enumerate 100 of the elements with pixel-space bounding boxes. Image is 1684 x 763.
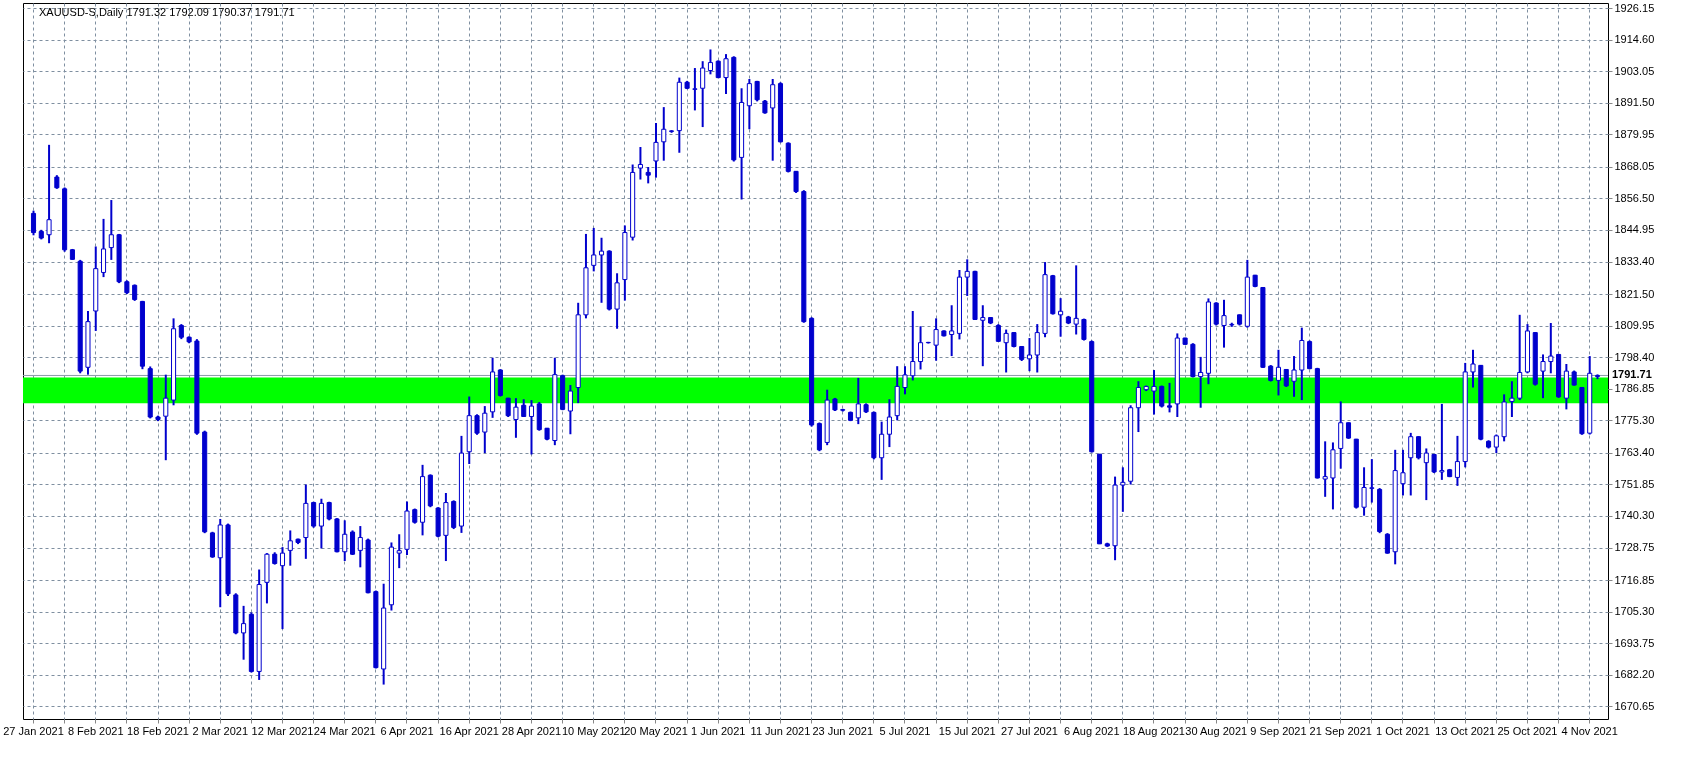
candlestick bbox=[1454, 434, 1460, 487]
candlestick bbox=[1058, 297, 1064, 338]
x-tick-label: 24 Mar 2021 bbox=[313, 724, 376, 737]
candlestick bbox=[1275, 348, 1282, 397]
candlestick bbox=[528, 399, 535, 456]
candlestick bbox=[1026, 337, 1033, 373]
y-tick-label: 1798.40 bbox=[1614, 350, 1655, 363]
x-tick-label: 2 Mar 2021 bbox=[192, 724, 249, 737]
x-tick-label: 9 Sep 2021 bbox=[1250, 724, 1307, 737]
y-tick-label: 1891.50 bbox=[1614, 96, 1655, 109]
candlestick bbox=[1400, 448, 1406, 497]
candlestick bbox=[661, 106, 667, 162]
candlestick bbox=[349, 529, 356, 557]
candlestick bbox=[241, 604, 247, 661]
candlestick bbox=[910, 309, 916, 382]
candlestick bbox=[108, 199, 114, 261]
y-tick-label: 1833.40 bbox=[1614, 255, 1655, 268]
x-tick-label: 27 Jan 2021 bbox=[3, 724, 64, 737]
candlestick bbox=[1135, 380, 1141, 434]
x-tick-label: 6 Apr 2021 bbox=[380, 724, 434, 737]
candlestick bbox=[1361, 466, 1367, 517]
candlestick bbox=[1034, 323, 1040, 374]
candlestick bbox=[1423, 447, 1429, 502]
candlestick bbox=[949, 304, 955, 358]
y-tick-label: 1728.75 bbox=[1614, 541, 1655, 554]
ref-line-label: 1791.71 bbox=[1612, 368, 1652, 381]
candlestick bbox=[598, 236, 605, 304]
candlestick bbox=[1548, 322, 1554, 375]
x-tick-label: 1 Oct 2021 bbox=[1376, 724, 1430, 737]
candlestick bbox=[1369, 458, 1375, 504]
candlestick bbox=[879, 420, 885, 481]
y-tick-label: 1926.15 bbox=[1614, 1, 1655, 14]
candlestick bbox=[1167, 381, 1173, 414]
x-tick-label: 18 Aug 2021 bbox=[1123, 724, 1185, 737]
candlestick bbox=[1408, 431, 1414, 497]
x-tick-label: 20 May 2021 bbox=[624, 724, 688, 737]
candlestick bbox=[342, 519, 348, 563]
x-tick-label: 6 Aug 2021 bbox=[1063, 724, 1120, 737]
candlestick bbox=[700, 60, 706, 129]
y-tick-label: 1914.60 bbox=[1614, 33, 1655, 46]
candlestick bbox=[918, 325, 924, 371]
candlestick bbox=[591, 226, 597, 273]
x-tick-label: 8 Feb 2021 bbox=[67, 724, 124, 737]
y-tick-label: 1775.30 bbox=[1614, 413, 1655, 426]
candlestick bbox=[100, 217, 107, 279]
candlestick bbox=[1120, 466, 1126, 513]
candlestick bbox=[964, 258, 970, 297]
x-tick-label: 4 Nov 2021 bbox=[1561, 724, 1618, 737]
y-tick-label: 1868.05 bbox=[1614, 160, 1655, 173]
candlestick bbox=[567, 384, 573, 436]
candlestick bbox=[723, 53, 729, 95]
candlestick bbox=[287, 529, 293, 567]
candlestick bbox=[855, 376, 861, 426]
candlestick bbox=[746, 77, 752, 131]
x-tick-label: 27 Jul 2021 bbox=[1001, 724, 1058, 737]
candlestick bbox=[357, 525, 363, 569]
candlestick bbox=[1322, 440, 1328, 498]
candlestick bbox=[396, 533, 402, 570]
candlestick bbox=[980, 304, 986, 368]
candlestick bbox=[30, 209, 37, 237]
y-tick-label: 1821.50 bbox=[1614, 287, 1655, 300]
candlestick bbox=[1509, 380, 1515, 419]
x-tick-label: 23 Jun 2021 bbox=[812, 724, 874, 737]
y-tick-label: 1856.50 bbox=[1614, 191, 1655, 204]
candlestick bbox=[311, 500, 317, 529]
y-tick-label: 1903.05 bbox=[1614, 64, 1655, 77]
y-tick-label: 1705.30 bbox=[1614, 605, 1655, 618]
candlestick bbox=[707, 48, 713, 76]
y-tick-label: 1693.75 bbox=[1614, 636, 1655, 649]
candlestick bbox=[318, 497, 324, 550]
candlestick bbox=[793, 170, 799, 194]
candlestick bbox=[1439, 402, 1445, 481]
x-tick-label: 11 Jun 2021 bbox=[750, 724, 811, 737]
y-tick-label: 1751.85 bbox=[1614, 477, 1655, 490]
y-tick-label: 1809.95 bbox=[1614, 319, 1655, 332]
candlestick bbox=[1151, 369, 1157, 416]
candlestick bbox=[692, 67, 698, 112]
y-tick-label: 1879.95 bbox=[1614, 127, 1655, 140]
candlestick bbox=[1003, 328, 1009, 374]
x-tick-label: 15 Jul 2021 bbox=[938, 724, 996, 737]
candlestick bbox=[637, 146, 643, 181]
candlestick bbox=[513, 397, 519, 439]
y-tick-label: 1716.85 bbox=[1614, 573, 1655, 586]
candlestick bbox=[474, 413, 480, 436]
candlestick bbox=[770, 77, 776, 162]
y-tick-label: 1786.85 bbox=[1614, 382, 1655, 395]
candlestick bbox=[279, 546, 286, 631]
chart-title: XAUUSD-S,Daily 1791.32 1792.09 1790.37 1791.71 bbox=[39, 6, 295, 19]
x-tick-label: 28 Apr 2021 bbox=[501, 724, 562, 737]
candlestick bbox=[1291, 355, 1297, 398]
y-tick-label: 1844.95 bbox=[1614, 223, 1655, 236]
y-tick-label: 1740.30 bbox=[1614, 509, 1655, 522]
candlestick bbox=[653, 121, 659, 179]
candlestick bbox=[1415, 435, 1422, 461]
x-tick-label: 18 Feb 2021 bbox=[127, 724, 189, 737]
candlestick bbox=[46, 143, 52, 245]
x-tick-label: 21 Sep 2021 bbox=[1309, 724, 1372, 737]
y-tick-label: 1763.40 bbox=[1614, 446, 1655, 459]
x-tick-label: 16 Apr 2021 bbox=[439, 724, 499, 737]
y-tick-label: 1682.20 bbox=[1614, 668, 1655, 681]
